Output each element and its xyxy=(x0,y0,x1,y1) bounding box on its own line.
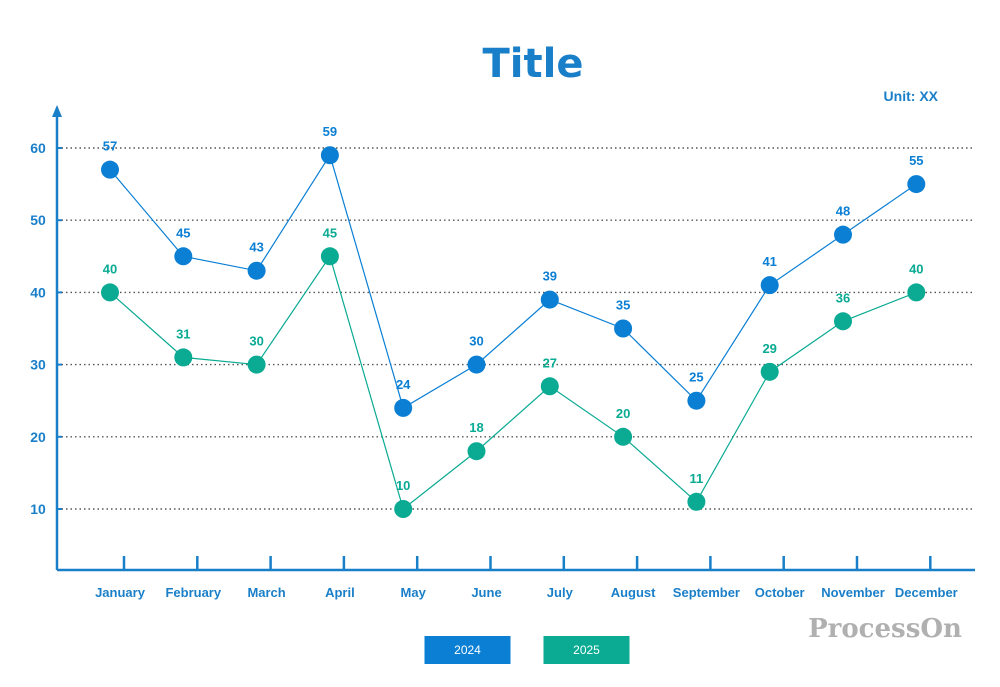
data-point xyxy=(907,175,926,194)
data-label: 59 xyxy=(323,124,337,139)
data-point xyxy=(247,261,266,280)
legend[interactable]: 2024 2025 xyxy=(424,636,630,664)
x-tick-label: April xyxy=(325,585,355,600)
data-label: 10 xyxy=(396,478,410,493)
data-label: 11 xyxy=(690,471,704,486)
x-tick-label: September xyxy=(673,585,740,600)
legend-label: 2025 xyxy=(573,643,600,657)
axes: 10 20 30 40 50 60 January February March April May… xyxy=(30,105,975,600)
data-label: 27 xyxy=(543,355,557,370)
watermark: ProcessOn xyxy=(808,614,962,644)
data-label: 48 xyxy=(836,204,850,219)
data-label: 36 xyxy=(836,290,850,305)
x-tick-label: January xyxy=(95,585,146,600)
data-label: 45 xyxy=(323,225,337,240)
legend-item-2024[interactable]: 2024 xyxy=(424,636,511,664)
data-point xyxy=(760,362,779,381)
data-point xyxy=(174,348,193,367)
data-label: 45 xyxy=(176,225,190,240)
x-tick-label: May xyxy=(401,585,427,600)
data-label: 43 xyxy=(249,240,263,255)
data-label: 30 xyxy=(469,334,483,349)
data-label: 41 xyxy=(762,254,776,269)
x-tick-label: March xyxy=(247,585,285,600)
data-label: 18 xyxy=(469,420,483,435)
data-point xyxy=(394,398,413,417)
data-point xyxy=(687,391,706,410)
y-tick-label: 30 xyxy=(30,357,46,373)
unit-label: Unit: XX xyxy=(884,88,939,104)
data-label: 40 xyxy=(103,261,117,276)
x-tick-label: July xyxy=(547,585,574,600)
data-label: 35 xyxy=(616,298,630,313)
x-tick-label: June xyxy=(471,585,501,600)
data-point xyxy=(320,146,339,165)
x-tick-label: December xyxy=(895,585,958,600)
data-point xyxy=(394,500,413,518)
series-2025 xyxy=(101,247,926,518)
legend-label: 2024 xyxy=(454,643,481,657)
series-line xyxy=(109,254,917,511)
data-label: 29 xyxy=(762,341,776,356)
y-axis-arrow-icon xyxy=(52,105,62,117)
data-label: 39 xyxy=(543,269,557,284)
data-point xyxy=(247,355,266,374)
legend-item-2025[interactable]: 2025 xyxy=(543,636,630,664)
data-label: 31 xyxy=(176,326,190,341)
data-label: 30 xyxy=(249,334,263,349)
data-point xyxy=(834,312,852,331)
data-point xyxy=(760,276,779,295)
data-label: 25 xyxy=(689,370,703,385)
series-2024 xyxy=(101,146,926,417)
data-label: 24 xyxy=(396,377,411,392)
data-point xyxy=(540,377,559,396)
y-tick-label: 60 xyxy=(30,140,46,156)
chart-title: Title xyxy=(483,41,584,87)
data-point xyxy=(174,247,193,266)
y-tick-label: 50 xyxy=(30,212,46,228)
x-tick-label: February xyxy=(165,585,221,600)
data-point xyxy=(467,442,486,461)
y-tick-label: 20 xyxy=(30,429,46,445)
data-point xyxy=(467,355,486,374)
data-point xyxy=(320,247,339,266)
data-point xyxy=(101,283,119,302)
y-tick-label: 40 xyxy=(30,284,46,300)
y-tick-label: 10 xyxy=(30,501,46,517)
x-tick-label: October xyxy=(755,585,805,600)
data-point xyxy=(834,225,852,244)
legend-swatch xyxy=(543,636,630,664)
data-label: 55 xyxy=(909,153,923,168)
data-label: 57 xyxy=(103,139,117,154)
data-labels: 57 45 43 59 24 30 39 35 25 41 48 55 40 31 30 45 10 18 27 20… xyxy=(103,124,924,493)
series-layer xyxy=(101,146,926,518)
data-point xyxy=(614,319,633,338)
x-tick-label: August xyxy=(611,585,656,600)
data-label: 20 xyxy=(616,406,630,421)
data-label: 40 xyxy=(909,261,923,276)
data-point xyxy=(101,160,119,179)
data-point xyxy=(907,283,926,302)
series-line xyxy=(109,153,917,409)
data-point xyxy=(614,427,633,446)
legend-swatch xyxy=(424,636,511,664)
data-point xyxy=(540,290,559,309)
grid-lines xyxy=(57,147,972,510)
x-tick-label: November xyxy=(821,585,885,600)
data-point xyxy=(687,492,706,511)
